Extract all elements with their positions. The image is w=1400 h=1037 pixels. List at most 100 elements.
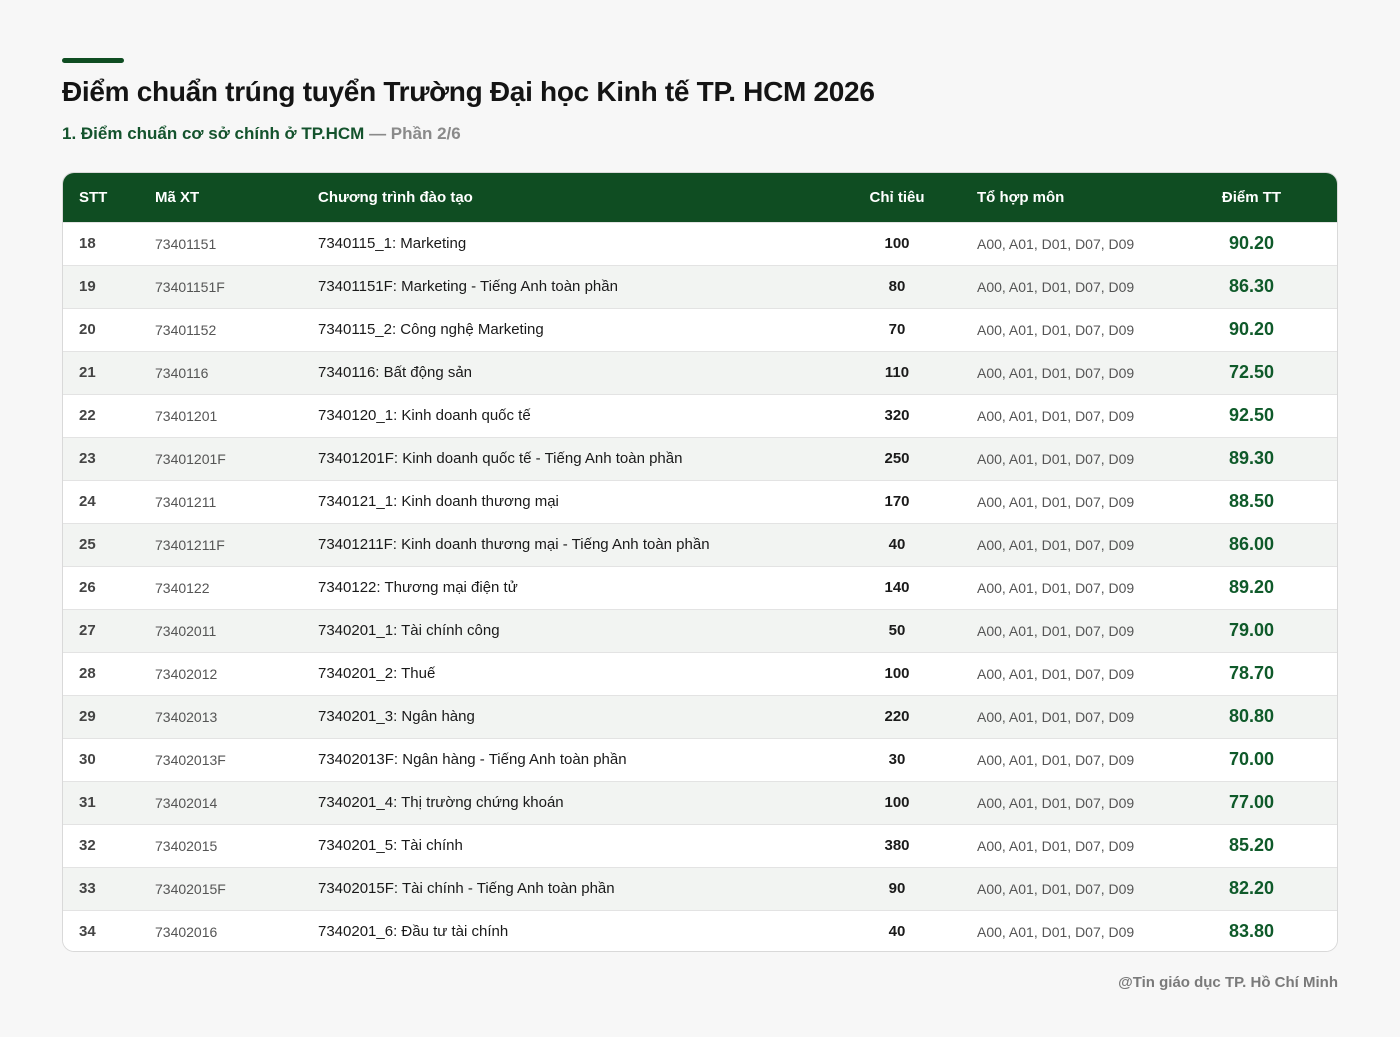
cell-score: 90.20: [1228, 319, 1275, 339]
table-body: 18 73401151 7340115_1: Marketing 100 A00, A0…: [63, 222, 1337, 951]
cell-ma-xt: 73402014: [155, 794, 218, 811]
column-header-score: Điểm TT: [1221, 188, 1282, 206]
cell-score: 89.20: [1228, 577, 1275, 597]
table-row: 26 7340122 7340122: Thương mại điện tử 140 A…: [63, 566, 1337, 609]
cell-quota: 170: [884, 493, 910, 510]
column-header-quota: Chỉ tiêu: [869, 188, 925, 206]
cell-stt: 34: [79, 923, 96, 941]
table-header: STT Mã XT Chương trình đào tạo Chỉ tiêu …: [63, 173, 1337, 222]
cell-ma-xt: 73401151F: [155, 278, 225, 295]
cell-program: 73401211F: Kinh doanh thương mại - Tiếng…: [318, 536, 710, 553]
cell-subject-combo: A00, A01, D01, D07, D09: [977, 880, 1135, 897]
table-row: 27 73402011 7340201_1: Tài chính công 50 A00…: [63, 609, 1337, 652]
cell-stt: 27: [79, 622, 96, 639]
cell-quota: 140: [884, 579, 910, 596]
cell-subject-combo: A00, A01, D01, D07, D09: [977, 407, 1135, 424]
cell-subject-combo: A00, A01, D01, D07, D09: [977, 622, 1135, 639]
cell-score: 78.70: [1228, 663, 1275, 683]
cell-ma-xt: 73401211F: [155, 536, 225, 553]
cell-score: 92.50: [1228, 405, 1275, 425]
table-row: 23 73401201F 73401201F: Kinh doanh quốc tế…: [63, 437, 1337, 480]
table-row: 28 73402012 7340201_2: Thuế 100 A00, A01, D0…: [63, 652, 1337, 695]
cell-subject-combo: A00, A01, D01, D07, D09: [977, 923, 1135, 940]
table-row: 33 73402015F 73402015F: Tài chính - Tiếng …: [63, 867, 1337, 910]
cell-quota: 70: [888, 321, 906, 338]
cell-quota: 110: [884, 364, 910, 381]
cell-score: 72.50: [1228, 362, 1275, 382]
cell-subject-combo: A00, A01, D01, D07, D09: [977, 278, 1135, 295]
cell-stt: 25: [79, 536, 96, 553]
cell-quota: 100: [884, 665, 910, 682]
cell-program: 7340201_5: Tài chính: [318, 837, 463, 854]
cell-subject-combo: A00, A01, D01, D07, D09: [977, 794, 1135, 811]
table-row: 25 73401211F 73401211F: Kinh doanh thương …: [63, 523, 1337, 566]
cell-subject-combo: A00, A01, D01, D07, D09: [977, 450, 1135, 467]
table-row: 18 73401151 7340115_1: Marketing 100 A00, A0…: [63, 222, 1337, 265]
cell-program: 7340115_1: Marketing: [318, 235, 467, 252]
cell-subject-combo: A00, A01, D01, D07, D09: [977, 364, 1135, 381]
column-header-ma-xt: Mã XT: [155, 188, 200, 206]
table-row: 21 7340116 7340116: Bất động sản 110 A00, A0…: [63, 351, 1337, 394]
cell-score: 79.00: [1228, 620, 1275, 640]
cell-stt: 32: [79, 837, 96, 854]
cell-ma-xt: 73402013: [155, 708, 218, 725]
table-row: 34 73402016 7340201_6: Đầu tư tài chính 40 A…: [63, 910, 1337, 951]
cell-program: 73401201F: Kinh doanh quốc tế - Tiếng An…: [318, 450, 683, 467]
cell-quota: 220: [884, 708, 910, 725]
score-table: STT Mã XT Chương trình đào tạo Chỉ tiêu …: [63, 173, 1337, 951]
cell-quota: 90: [888, 880, 906, 897]
cell-quota: 380: [884, 837, 910, 854]
score-table-card: STT Mã XT Chương trình đào tạo Chỉ tiêu …: [62, 172, 1338, 952]
cell-score: 70.00: [1228, 749, 1275, 769]
cell-ma-xt: 73402015: [155, 837, 218, 854]
cell-stt: 22: [79, 407, 96, 424]
cell-program: 7340115_2: Công nghệ Marketing: [318, 321, 544, 338]
cell-stt: 20: [79, 321, 96, 338]
cell-score: 86.00: [1228, 534, 1275, 554]
table-row: 32 73402015 7340201_5: Tài chính 380 A00, A0…: [63, 824, 1337, 867]
cell-stt: 26: [79, 579, 96, 596]
cell-program: 7340201_3: Ngân hàng: [318, 708, 475, 725]
table-row: 29 73402013 7340201_3: Ngân hàng 220 A00, A0…: [63, 695, 1337, 738]
cell-ma-xt: 73402016: [155, 923, 218, 940]
cell-ma-xt: 73402011: [155, 622, 217, 639]
table-row: 31 73402014 7340201_4: Thị trường chứng kh…: [63, 781, 1337, 824]
subtitle-part: Phần 2/6: [390, 124, 461, 143]
cell-quota: 80: [888, 278, 906, 295]
cell-quota: 100: [884, 794, 910, 811]
cell-program: 7340201_1: Tài chính công: [318, 622, 500, 639]
table-row: 22 73401201 7340120_1: Kinh doanh quốc tế 3…: [63, 394, 1337, 437]
cell-score: 89.30: [1228, 448, 1275, 468]
cell-score: 88.50: [1228, 491, 1275, 511]
cell-quota: 100: [884, 235, 910, 252]
cell-subject-combo: A00, A01, D01, D07, D09: [977, 536, 1135, 553]
table-row: 30 73402013F 73402013F: Ngân hàng - Tiếng …: [63, 738, 1337, 781]
cell-quota: 250: [884, 450, 910, 467]
cell-subject-combo: A00, A01, D01, D07, D09: [977, 321, 1135, 338]
cell-quota: 40: [888, 923, 906, 941]
cell-ma-xt: 73402012: [155, 665, 218, 682]
cell-quota: 30: [888, 751, 906, 768]
cell-ma-xt: 73402013F: [155, 751, 226, 768]
cell-score: 90.20: [1228, 233, 1275, 253]
cell-program: 73402013F: Ngân hàng - Tiếng Anh toàn ph…: [318, 751, 627, 768]
cell-stt: 29: [79, 708, 96, 725]
cell-score: 77.00: [1228, 792, 1275, 812]
page-subtitle: 1. Điểm chuẩn cơ sở chính ở TP.HCM — Phầ…: [62, 124, 461, 144]
table-row: 24 73401211 7340121_1: Kinh doanh thương m…: [63, 480, 1337, 523]
cell-subject-combo: A00, A01, D01, D07, D09: [977, 751, 1135, 768]
cell-stt: 31: [79, 794, 96, 811]
cell-stt: 24: [79, 493, 96, 510]
cell-ma-xt: 7340116: [155, 364, 209, 381]
cell-subject-combo: A00, A01, D01, D07, D09: [977, 235, 1135, 252]
page-title: Điểm chuẩn trúng tuyển Trường Đại học Ki…: [62, 76, 875, 107]
cell-program: 7340201_2: Thuế: [318, 665, 436, 682]
cell-program: 7340120_1: Kinh doanh quốc tế: [318, 407, 531, 424]
column-header-subject-combo: Tổ hợp môn: [977, 188, 1065, 206]
cell-stt: 23: [79, 450, 96, 467]
cell-program: 73401151F: Marketing - Tiếng Anh toàn ph…: [318, 278, 618, 295]
column-header-program: Chương trình đào tạo: [318, 188, 473, 206]
source-credit: @Tin giáo dục TP. Hồ Chí Minh: [1118, 974, 1338, 991]
cell-program: 7340201_4: Thị trường chứng khoán: [318, 794, 564, 811]
cell-program: 73402015F: Tài chính - Tiếng Anh toàn ph…: [318, 880, 615, 897]
